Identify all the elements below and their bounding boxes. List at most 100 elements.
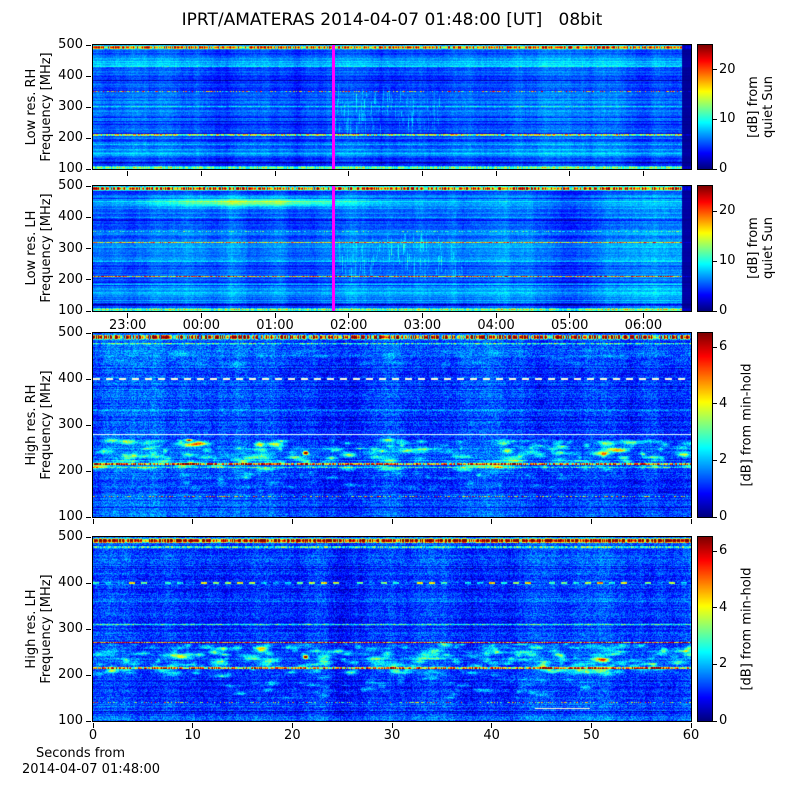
colorbar-tick-label: 20 <box>719 61 736 77</box>
y-tick-mark <box>86 106 91 108</box>
y-tick-label: 500 <box>58 529 83 544</box>
y-tick-label: 500 <box>58 325 83 340</box>
x-tick-mark <box>391 518 393 524</box>
figure-title: IPRT/AMATERAS 2014-04-07 01:48:00 [UT] 0… <box>181 10 603 30</box>
y-tick-label: 100 <box>58 713 83 728</box>
x-tick-mark <box>642 170 644 176</box>
colorbar-tick-mark <box>713 516 717 518</box>
high-res-lh-colorbar-canvas <box>698 537 712 721</box>
x-tick-mark <box>491 518 493 524</box>
x-tick-label: 23:00 <box>108 318 147 333</box>
x-tick-label: 40 <box>483 728 500 743</box>
low-res-lh-colorbar-frame <box>697 185 713 312</box>
colorbar-tick-mark <box>713 663 717 665</box>
x-tick-mark <box>391 722 393 728</box>
x-tick-mark <box>495 170 497 176</box>
high-res-rh-frame <box>91 331 692 518</box>
y-tick-mark <box>86 216 91 218</box>
x-tick-mark <box>200 170 202 176</box>
y-tick-label: 300 <box>58 417 83 432</box>
x-tick-label: 30 <box>383 728 401 743</box>
low-res-rh-frame <box>91 43 692 170</box>
low-res-lh-spectrogram-canvas <box>93 186 691 311</box>
x-tick-label: 20 <box>284 728 301 743</box>
x-tick-mark <box>291 722 293 728</box>
y-tick-label: 300 <box>58 621 83 636</box>
x-tick-mark <box>92 722 94 728</box>
ylabel-line1: Low res. RH <box>24 68 40 146</box>
low-res-lh-frame <box>91 184 692 312</box>
x-tick-label: 02:00 <box>329 318 368 333</box>
colorbar-label-line2: quiet Sun <box>761 216 776 280</box>
y-tick-mark <box>86 75 91 77</box>
y-tick-mark <box>86 168 91 170</box>
xlabel-line2: 2014-04-07 01:48:00 <box>22 762 161 777</box>
colorbar-tick-mark <box>713 69 717 71</box>
x-tick-label: 05:00 <box>550 318 589 333</box>
x-tick-mark <box>421 170 423 176</box>
y-tick-mark <box>86 44 91 46</box>
colorbar-tick-mark <box>713 210 717 212</box>
high-res-lh-frame <box>91 535 692 722</box>
y-tick-label: 500 <box>58 37 83 52</box>
x-tick-label: 03:00 <box>403 318 442 333</box>
y-tick-label: 200 <box>58 130 83 145</box>
x-tick-mark <box>491 722 493 728</box>
y-tick-mark <box>86 536 91 538</box>
colorbar-tick-mark <box>713 459 717 461</box>
x-tick-mark <box>642 312 644 318</box>
colorbar-tick-label: 10 <box>719 253 736 268</box>
colorbar-tick-mark <box>713 260 717 262</box>
x-tick-mark <box>291 518 293 524</box>
y-tick-mark <box>86 720 91 722</box>
y-tick-label: 400 <box>58 209 83 225</box>
x-tick-label: 10 <box>184 728 201 743</box>
y-tick-mark <box>86 185 91 187</box>
y-tick-label: 200 <box>58 667 83 682</box>
x-tick-mark <box>192 722 194 728</box>
high-res-lh-colorbar-frame <box>697 536 713 722</box>
colorbar-tick-mark <box>713 168 717 170</box>
y-tick-label: 400 <box>58 575 83 590</box>
ylabel-line1: High res. LH <box>24 589 40 669</box>
x-tick-mark <box>127 312 129 318</box>
x-tick-mark <box>569 312 571 318</box>
y-tick-label: 300 <box>58 99 83 114</box>
high-res-rh-spectrogram-canvas <box>93 333 691 517</box>
ylabel-line1: Low res. LH <box>24 210 40 286</box>
x-tick-mark <box>348 312 350 318</box>
x-tick-mark <box>590 722 592 728</box>
x-tick-mark <box>495 312 497 318</box>
y-tick-mark <box>86 310 91 312</box>
low-res-lh-colorbar-canvas <box>698 186 712 311</box>
colorbar-label-line1: [dB] from <box>746 217 762 279</box>
colorbar-tick-mark <box>713 310 717 312</box>
x-tick-mark <box>274 170 276 176</box>
y-tick-mark <box>86 470 91 472</box>
x-tick-mark <box>569 170 571 176</box>
x-tick-label: 50 <box>583 728 600 743</box>
y-tick-label: 100 <box>58 509 83 524</box>
xlabel-line1: Seconds from <box>36 746 126 761</box>
colorbar-tick-label: 6 <box>719 339 728 355</box>
colorbar-tick-label: 10 <box>719 111 736 127</box>
x-tick-label: 00:00 <box>182 318 221 333</box>
low-res-rh-colorbar-frame <box>697 44 713 170</box>
y-tick-label: 200 <box>58 463 83 478</box>
colorbar-tick-mark <box>713 550 717 552</box>
high-res-rh-colorbar-canvas <box>698 333 712 517</box>
colorbar-tick-mark <box>713 720 717 722</box>
low-res-rh-spectrogram-canvas <box>93 45 691 169</box>
y-tick-label: 100 <box>58 303 83 318</box>
x-tick-label: 60 <box>682 728 700 743</box>
colorbar-tick-label: 0 <box>719 303 728 318</box>
x-tick-mark <box>348 170 350 176</box>
x-tick-label: 0 <box>88 728 98 743</box>
y-tick-mark <box>86 279 91 281</box>
y-tick-mark <box>86 582 91 584</box>
colorbar-tick-label: 2 <box>719 452 728 468</box>
y-tick-mark <box>86 424 91 426</box>
colorbar-tick-label: 4 <box>719 395 728 411</box>
y-tick-mark <box>86 378 91 380</box>
colorbar-label-line2: quiet Sun <box>761 75 776 139</box>
